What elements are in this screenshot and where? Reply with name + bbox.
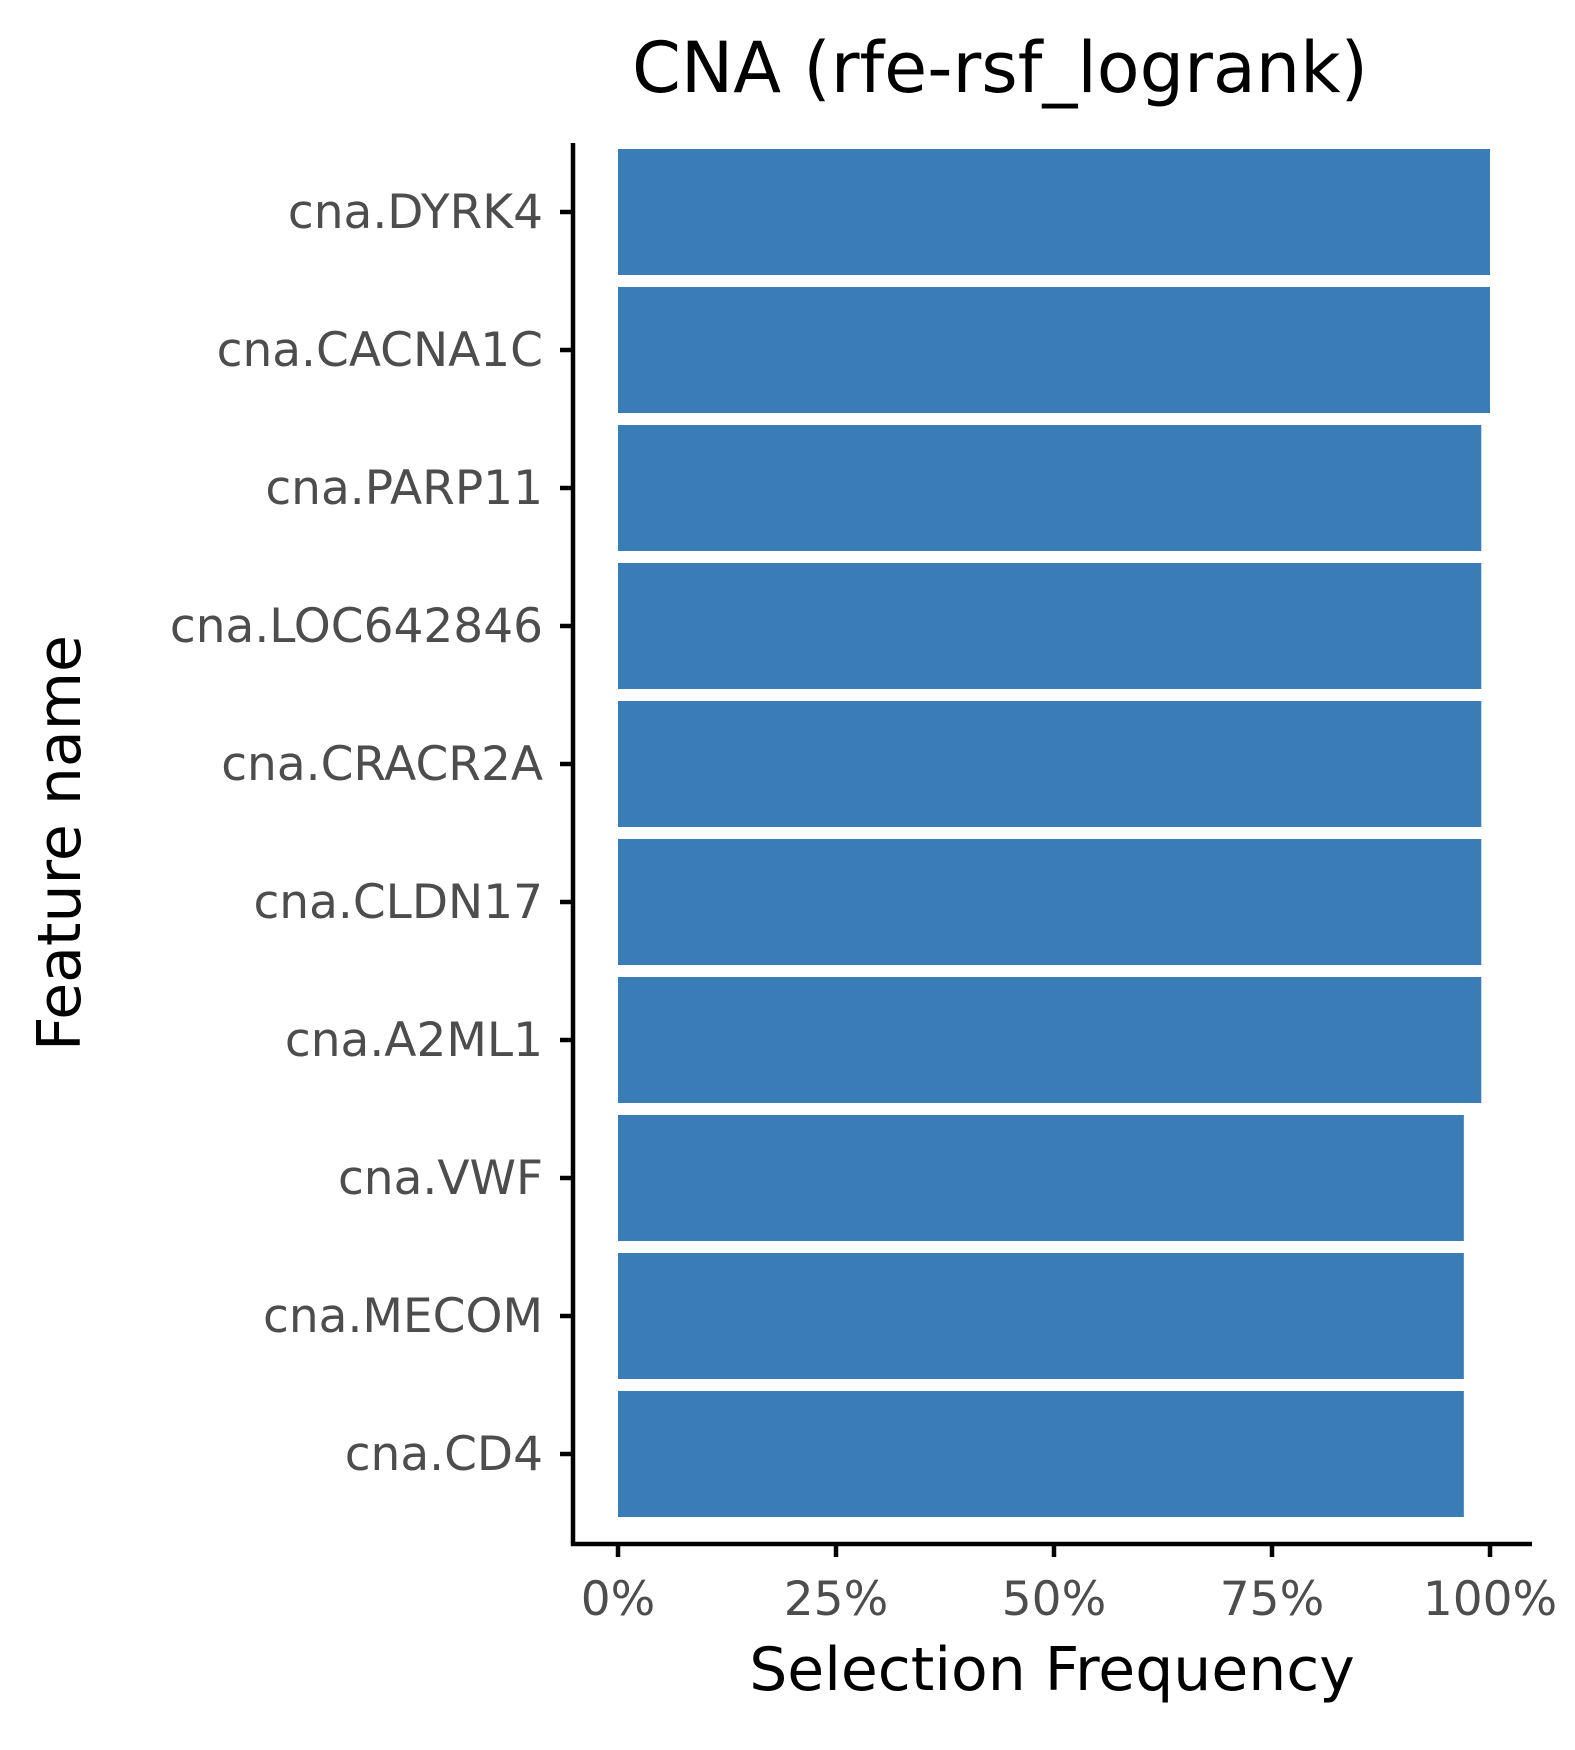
x-axis: 0% 25% 50% 75% 100%	[571, 1541, 1557, 1627]
bar	[618, 149, 1490, 275]
bar	[618, 287, 1490, 413]
bar	[618, 1391, 1464, 1517]
x-axis-title: Selection Frequency	[749, 1635, 1355, 1705]
x-tick-label: 25%	[784, 1572, 888, 1627]
y-axis: cna.DYRK4 cna.CACNA1C cna.PARP11 cna.LOC642…	[170, 143, 576, 1546]
bar	[618, 563, 1482, 689]
x-tick-label: 75%	[1220, 1572, 1324, 1627]
y-tick-label: cna.A2ML1	[285, 1013, 543, 1068]
bar	[618, 1253, 1464, 1379]
x-tick-label: 0%	[581, 1572, 656, 1627]
bar	[618, 977, 1482, 1103]
y-tick-label: cna.CRACR2A	[221, 737, 543, 792]
bar	[618, 701, 1482, 827]
y-tick-label: cna.CLDN17	[253, 875, 543, 930]
y-tick-label: cna.CD4	[345, 1427, 543, 1482]
bar	[618, 425, 1482, 551]
bar	[618, 1115, 1464, 1241]
x-tick-label: 50%	[1002, 1572, 1106, 1627]
x-tick-label: 100%	[1423, 1572, 1557, 1627]
bar	[618, 839, 1482, 965]
y-tick-label: cna.MECOM	[263, 1289, 543, 1344]
y-axis-title: Feature name	[25, 635, 95, 1051]
y-tick-label: cna.DYRK4	[288, 185, 543, 240]
y-tick-label: cna.VWF	[338, 1151, 543, 1206]
y-tick-label: cna.PARP11	[265, 461, 543, 516]
bars-group	[618, 149, 1490, 1517]
y-tick-label: cna.LOC642846	[170, 599, 543, 654]
chart-title: CNA (rfe-rsf_logrank)	[632, 27, 1368, 109]
y-tick-label: cna.CACNA1C	[217, 323, 543, 378]
